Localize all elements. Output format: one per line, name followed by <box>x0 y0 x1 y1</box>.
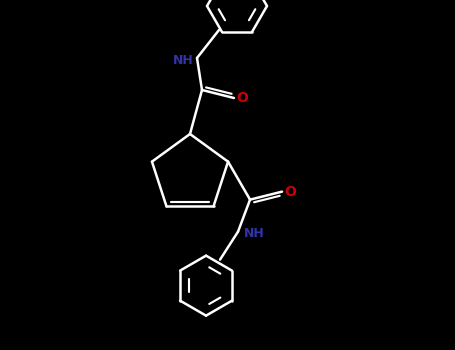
Text: O: O <box>284 185 296 199</box>
Text: NH: NH <box>172 54 193 66</box>
Text: NH: NH <box>244 227 264 240</box>
Text: O: O <box>236 91 248 105</box>
